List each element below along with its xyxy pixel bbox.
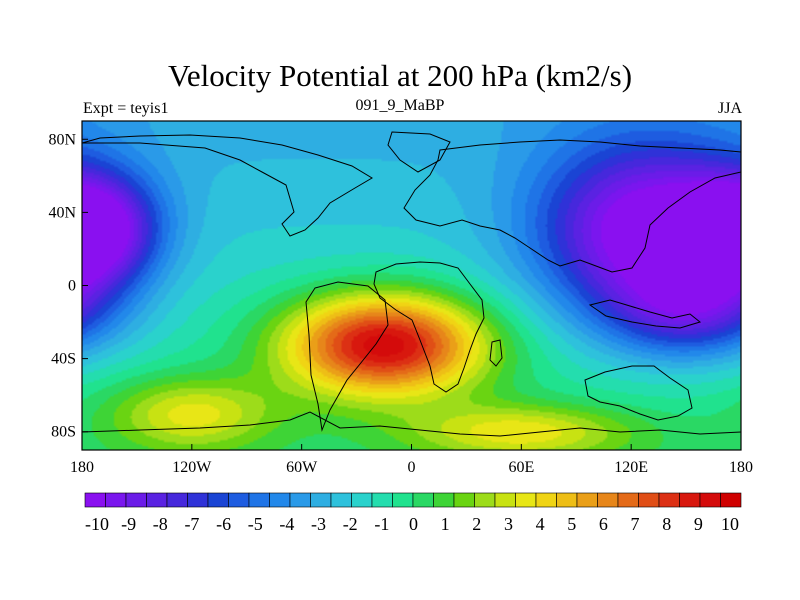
x-tick-label: 60E [508,459,534,476]
colorbar-swatch [146,492,168,508]
colorbar-label: -7 [184,514,199,534]
x-tick-label: 0 [408,459,416,476]
colorbar-swatch [576,492,598,508]
y-tick-label: 80N [48,131,76,148]
coast-north-america [82,134,373,237]
colorbar-label: -10 [85,514,109,534]
y-tick-label: 40S [51,351,76,368]
colorbar-label: 4 [536,514,545,534]
colorbar-label: 5 [567,514,576,534]
colorbar-swatch [638,492,660,508]
colorbar-label: -9 [121,514,136,534]
colorbar-label: 7 [631,514,640,534]
x-tick-label: 120E [614,459,648,476]
colorbar-swatch [125,492,147,508]
colorbar-swatch [330,492,352,508]
colorbar-swatch [494,492,516,508]
colorbar-swatch [699,492,721,508]
colorbar-label: 0 [409,514,418,534]
coast-south-america [305,281,389,432]
period-label: 091_9_MaBP [355,97,445,114]
colorbar-swatch [207,492,229,508]
field-raster [82,121,741,450]
colorbar-swatch [679,492,701,508]
coast-madagascar [489,339,503,367]
colorbar-swatch [617,492,639,508]
colorbar-swatch [310,492,332,508]
colorbar-label: 3 [504,514,513,534]
colorbar-swatch [289,492,311,508]
colorbar-swatch [248,492,270,508]
colorbar-label: -4 [279,514,294,534]
chart-title: Velocity Potential at 200 hPa (km2/s) [167,58,633,93]
x-tick-label: 180 [70,459,94,476]
colorbar-swatch [597,492,619,508]
season-label: JJA [717,100,742,117]
colorbar-swatch [453,492,475,508]
colorbar-swatch [433,492,455,508]
x-tick-label: 180 [729,459,753,476]
colorbar-swatch [474,492,496,508]
colorbar-swatch [658,492,680,508]
colorbar-swatch [351,492,373,508]
colorbar-label: 2 [472,514,481,534]
colorbar-label: -1 [374,514,389,534]
colorbar-swatch [371,492,393,508]
colorbar-label: 1 [441,514,450,534]
axes: 180 120W 60W 0 60E 120E 180 80N 40N 0 40S 80S [48,131,753,476]
colorbar-label: 10 [721,514,739,534]
colorbar: -10 -9 -8 -7 -6 -5 -4 -3 -2 -1 0 1 2 3 4 5 6 7 8 9 10 [84,492,742,534]
y-tick-label: 80S [51,424,76,441]
y-tick-label: 40N [48,204,76,221]
colorbar-swatch [187,492,209,508]
colorbar-swatch [84,492,106,508]
colorbar-swatch [720,492,742,508]
colorbar-swatch [515,492,537,508]
coastlines [82,131,741,437]
colorbar-swatch [228,492,250,508]
coast-indonesia [588,299,702,329]
colorbar-label: -2 [343,514,358,534]
coast-greenland [387,131,451,173]
x-tick-label: 60W [286,459,318,476]
colorbar-label: 8 [662,514,671,534]
colorbar-swatch [535,492,557,508]
colorbar-label: -8 [153,514,168,534]
colorbar-label: 6 [599,514,608,534]
colorbar-label: -6 [216,514,231,534]
coast-australia [584,365,693,421]
colorbar-swatch [392,492,414,508]
x-tick-label: 120W [172,459,212,476]
coast-eurasia [403,139,741,273]
colorbar-label: -5 [248,514,263,534]
colorbar-swatch [166,492,188,508]
colorbar-swatch [412,492,434,508]
coast-antarctica [82,411,741,437]
experiment-label: Expt = teyis1 [83,100,169,117]
colorbar-swatch [105,492,127,508]
velocity-potential-field [82,121,741,450]
colorbar-label: -3 [311,514,326,534]
y-tick-label: 0 [68,278,76,295]
colorbar-swatch [556,492,578,508]
colorbar-swatch [269,492,291,508]
colorbar-label: 9 [694,514,703,534]
coast-africa [373,261,485,393]
